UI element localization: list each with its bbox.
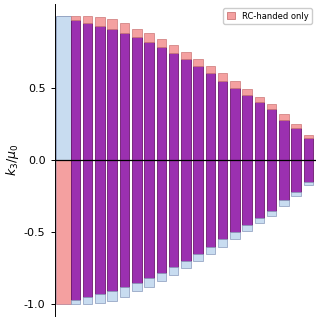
Bar [156,39,166,47]
Bar [156,160,166,273]
Bar [193,66,203,160]
Bar [267,160,276,211]
Bar [144,33,154,42]
Bar [71,300,80,304]
Bar [230,232,240,239]
Bar [242,89,252,95]
Bar [56,16,70,160]
Bar [193,160,203,254]
Bar [218,239,228,247]
Bar [193,59,203,66]
Bar [95,160,105,294]
Bar [132,37,141,160]
Bar [292,128,301,160]
Bar [255,97,264,102]
Bar [205,160,215,247]
Bar [144,42,154,160]
Bar [255,218,264,223]
Bar [156,273,166,281]
Bar [279,120,289,160]
Bar [230,160,240,232]
Bar [304,160,313,182]
Bar [242,225,252,231]
Bar [83,160,92,297]
Bar [279,200,289,206]
Bar [279,160,289,200]
Bar [108,291,117,301]
Bar [292,192,301,196]
Bar [132,29,141,37]
Bar [279,114,289,120]
Bar [181,59,191,160]
Bar [218,81,228,160]
Bar [169,53,178,160]
Bar [120,287,129,297]
Bar [304,138,313,160]
Y-axis label: $k_3/\mu_0$: $k_3/\mu_0$ [4,144,21,176]
Bar [95,294,105,303]
Bar [242,95,252,160]
Bar [242,160,252,225]
Bar [120,160,129,287]
Bar [56,160,70,304]
Bar [169,44,178,53]
Bar [144,160,154,278]
Bar [71,16,80,20]
Bar [120,33,129,160]
Bar [95,17,105,26]
Bar [108,160,117,291]
Bar [181,52,191,59]
Bar [292,124,301,128]
Bar [181,261,191,268]
Bar [218,73,228,81]
Bar [108,19,117,29]
Bar [205,247,215,254]
Bar [193,254,203,261]
Bar [267,104,276,109]
Bar [230,81,240,88]
Bar [205,66,215,73]
Bar [156,47,166,160]
Bar [292,160,301,192]
Bar [205,73,215,160]
Bar [108,29,117,160]
Bar [120,23,129,33]
Bar [230,88,240,160]
Bar [132,283,141,291]
Bar [267,211,276,216]
Bar [218,160,228,239]
Bar [181,160,191,261]
Bar [71,160,80,300]
Bar [304,182,313,185]
Bar [83,23,92,160]
Bar [83,297,92,304]
Bar [169,267,178,276]
Bar [255,102,264,160]
Bar [304,135,313,138]
Bar [169,160,178,267]
Bar [144,278,154,287]
Bar [71,20,80,160]
Bar [255,160,264,218]
Legend: RC-handed only: RC-handed only [223,8,312,24]
Bar [83,16,92,23]
Bar [132,160,141,283]
Bar [267,109,276,160]
Bar [95,26,105,160]
